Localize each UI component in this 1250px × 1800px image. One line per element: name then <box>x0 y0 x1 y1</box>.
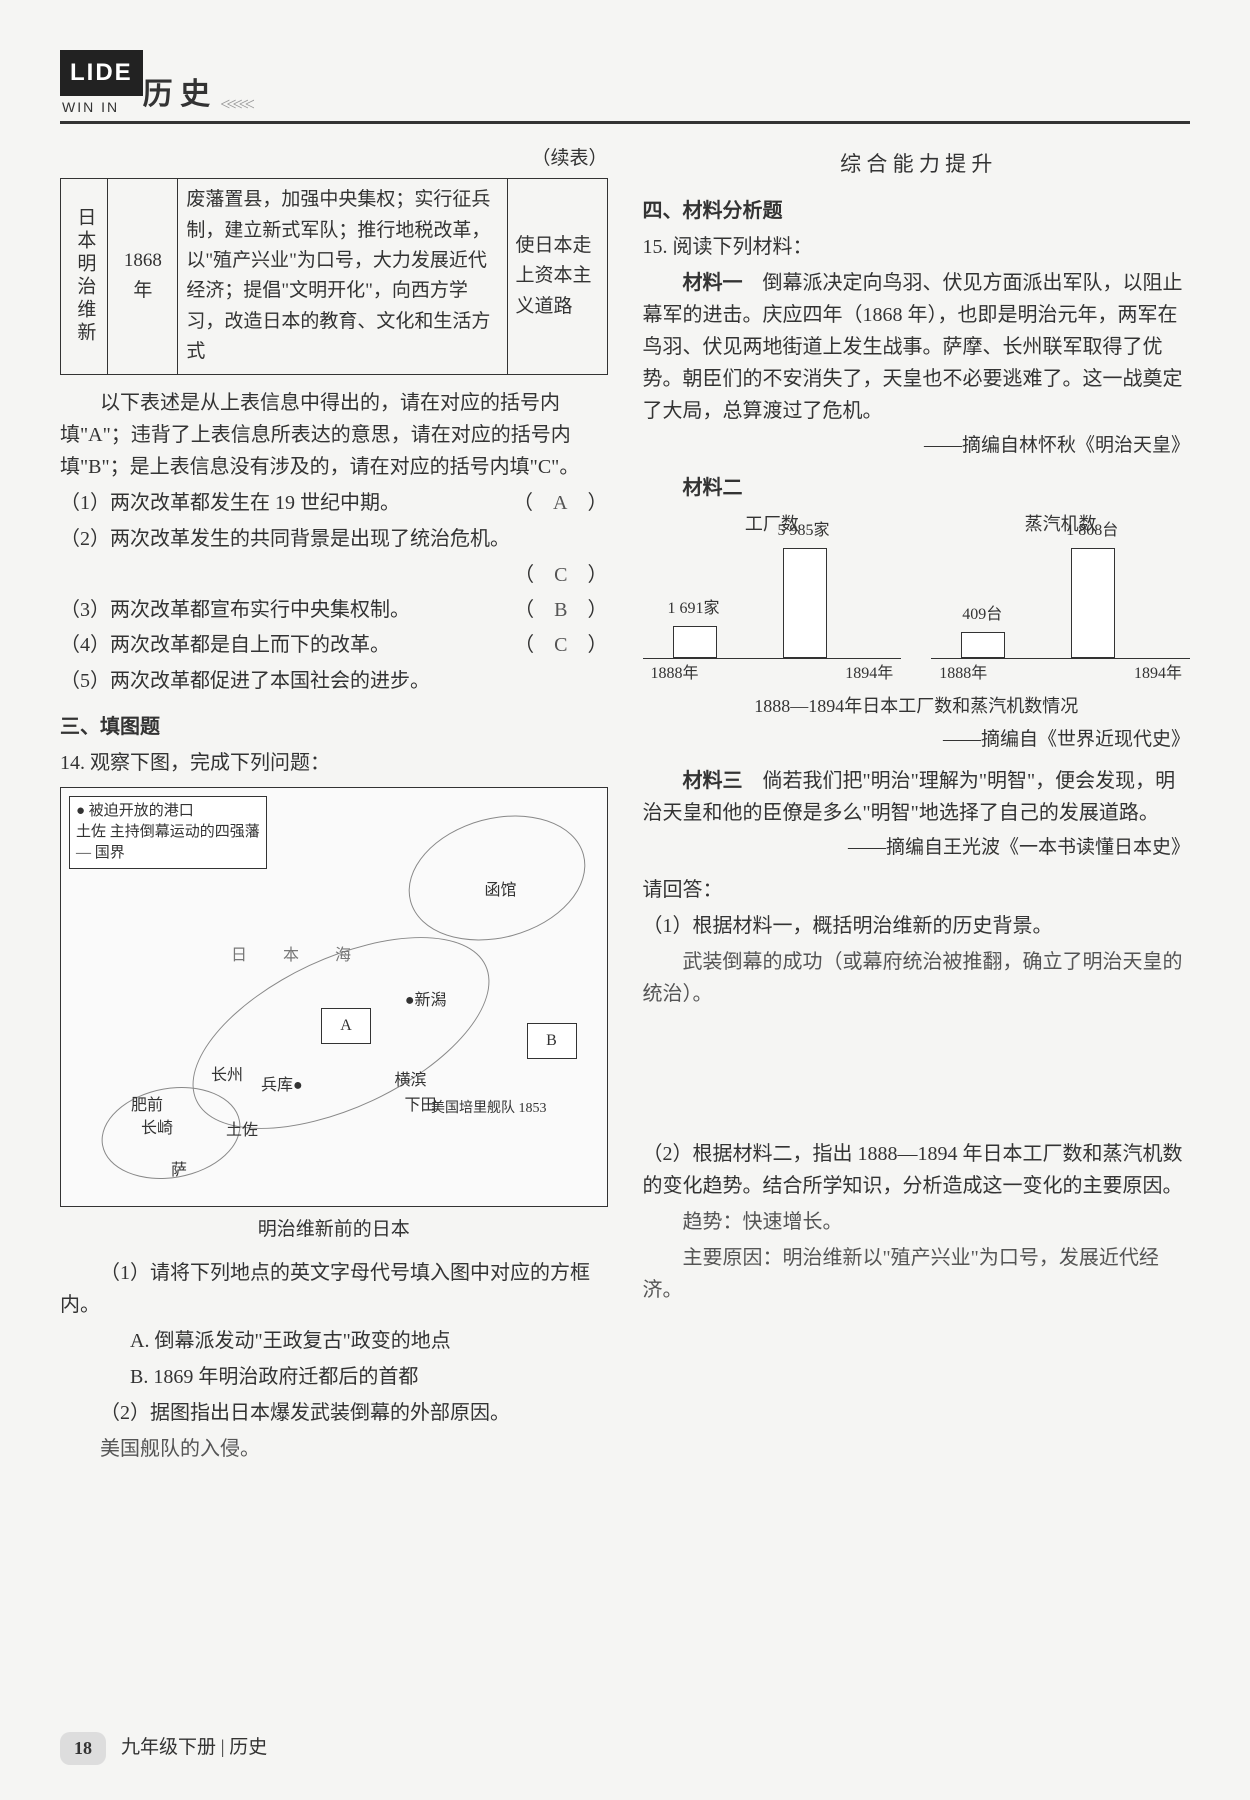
question-text: （2）据图指出日本爆发武装倒幕的外部原因。 <box>60 1397 608 1429</box>
map-city-label: 长崎 <box>141 1116 173 1142</box>
answer-text: 美国舰队的入侵。 <box>60 1433 608 1465</box>
material-para: 材料三 倘若我们把"明治"理解为"明智"，便会发现，明治天皇和他的臣僚是多么"明… <box>643 765 1191 829</box>
chart-area: 409台 1 808台 <box>931 539 1190 659</box>
map-city-label: 兵库● <box>261 1073 303 1099</box>
measures-cell: 废藩置县，加强中央集权；实行征兵制，建立新式军队；推行地税改革，以"殖产兴业"为… <box>178 179 507 374</box>
material-label: 材料三 <box>683 770 743 792</box>
map-city-label: ●新潟 <box>405 988 447 1014</box>
map-region-label: 土佐 <box>226 1118 258 1144</box>
question-text: （2）根据材料二，指出 1888—1894 年日本工厂数和蒸汽机数的变化趋势。结… <box>643 1138 1191 1202</box>
legend-item: 土佐 主持倒幕运动的四强藩 <box>76 822 260 843</box>
section-heading: 三、填图题 <box>60 711 608 743</box>
table-row: 日本明治维新 1868 年 废藩置县，加强中央集权；实行征兵制，建立新式军队；推… <box>61 179 608 374</box>
question-text: （1）两次改革都发生在 19 世纪中期。 <box>60 487 400 519</box>
question-item: （ C ） <box>60 559 608 591</box>
legend-item: ● 被迫开放的港口 <box>76 801 260 822</box>
page-number: 18 <box>60 1732 106 1765</box>
map-city-label: 函馆 <box>484 878 516 904</box>
bar-label: 1 808台 <box>1057 518 1127 544</box>
material-label: 材料一 <box>683 272 743 294</box>
question-text: （1）根据材料一，概括明治维新的历史背景。 <box>643 910 1191 942</box>
map-region-label: 肥前 <box>131 1093 163 1119</box>
source-text: ——摘编自林怀秋《明治天皇》 <box>643 431 1191 461</box>
japan-map: ● 被迫开放的港口 土佐 主持倒幕运动的四强藩 — 国界 函馆 日 本 海 ●新… <box>60 787 608 1207</box>
answer-text: 主要原因：明治维新以"殖产兴业"为口号，发展近代经济。 <box>643 1242 1191 1306</box>
answer-paren: （ C ） <box>514 629 607 661</box>
effect-cell: 使日本走上资本主义道路 <box>507 179 607 374</box>
row-label: 日本明治维新 <box>69 207 99 345</box>
answer-paren: （ B ） <box>514 594 607 626</box>
steam-chart: 蒸汽机数 409台 1 808台 1888年 1894年 <box>931 510 1190 686</box>
x-tick: 1894年 <box>845 661 893 687</box>
row-label-cell: 日本明治维新 <box>61 179 108 374</box>
question-text: 14. 观察下图，完成下列问题： <box>60 747 608 779</box>
answer-paren: （ A ） <box>513 487 607 519</box>
question-text: （5）两次改革都促进了本国社会的进步。 <box>60 665 608 697</box>
material-text: 倒幕派决定向鸟羽、伏见方面派出军队，以阻止幕军的进击。庆应四年（1868 年），… <box>643 272 1183 422</box>
factories-chart: 工厂数 1 691家 5 985家 1888年 1894年 <box>643 510 902 686</box>
bar <box>1071 548 1115 658</box>
bar <box>961 632 1005 658</box>
question-text: （3）两次改革都宣布实行中央集权制。 <box>60 594 410 626</box>
ask-label: 请回答： <box>643 874 1191 906</box>
bar-charts: 工厂数 1 691家 5 985家 1888年 1894年 蒸汽机数 409台 <box>643 510 1191 686</box>
legend-item: — 国界 <box>76 843 260 864</box>
logo: LIDE <box>60 50 143 96</box>
bar <box>783 548 827 658</box>
material-label: 材料二 <box>643 472 1191 504</box>
section-banner: 综 合 能 力 提 升 <box>643 148 1191 182</box>
map-sea-label: 日 本 海 <box>231 943 361 969</box>
question-text: （2）两次改革发生的共同背景是出现了统治危机。 <box>60 523 608 555</box>
source-text: ——摘编自《世界近现代史》 <box>643 725 1191 755</box>
map-blank-a: A <box>321 1008 371 1044</box>
option-text: A. 倒幕派发动"王政复古"政变的地点 <box>60 1325 608 1357</box>
continued-label: （续表） <box>60 144 608 174</box>
map-city-label: 横滨 <box>394 1068 426 1094</box>
bar <box>673 626 717 658</box>
option-text: B. 1869 年明治政府迁都后的首都 <box>60 1361 608 1393</box>
bar-label: 409台 <box>947 602 1017 628</box>
question-item: （4）两次改革都是自上而下的改革。 （ C ） <box>60 629 608 661</box>
x-tick: 1888年 <box>651 661 699 687</box>
map-region-label: 长州 <box>211 1063 243 1089</box>
page-header: LIDE WIN IN 历 史 <<<<< <box>60 50 1190 124</box>
question-item: （3）两次改革都宣布实行中央集权制。 （ B ） <box>60 594 608 626</box>
chart-x-axis: 1888年 1894年 <box>643 659 902 687</box>
left-column: （续表） 日本明治维新 1868 年 废藩置县，加强中央集权；实行征兵制，建立新… <box>60 144 608 1469</box>
x-tick: 1894年 <box>1134 661 1182 687</box>
question-text: 15. 阅读下列材料： <box>643 231 1191 263</box>
map-legend: ● 被迫开放的港口 土佐 主持倒幕运动的四强藩 — 国界 <box>69 796 267 869</box>
question-text: （4）两次改革都是自上而下的改革。 <box>60 629 390 661</box>
two-column-layout: （续表） 日本明治维新 1868 年 废藩置县，加强中央集权；实行征兵制，建立新… <box>60 144 1190 1469</box>
x-tick: 1888年 <box>939 661 987 687</box>
chart-x-axis: 1888年 1894年 <box>931 659 1190 687</box>
answer-paren: （ C ） <box>514 559 607 591</box>
bar-label: 5 985家 <box>769 518 839 544</box>
material-para: 材料一 倒幕派决定向鸟羽、伏见方面派出军队，以阻止幕军的进击。庆应四年（1868… <box>643 267 1191 427</box>
bar-label: 1 691家 <box>659 596 729 622</box>
right-column: 综 合 能 力 提 升 四、材料分析题 15. 阅读下列材料： 材料一 倒幕派决… <box>643 144 1191 1469</box>
year-cell: 1868 年 <box>108 179 178 374</box>
question-text: （1）请将下列地点的英文字母代号填入图中对应的方框内。 <box>60 1257 608 1321</box>
map-blank-b: B <box>527 1023 577 1059</box>
chart-area: 1 691家 5 985家 <box>643 539 902 659</box>
map-region-label: 萨 <box>171 1158 187 1184</box>
logo-box: LIDE WIN IN <box>60 50 143 119</box>
section-heading: 四、材料分析题 <box>643 195 1191 227</box>
reform-table: 日本明治维新 1868 年 废藩置县，加强中央集权；实行征兵制，建立新式军队；推… <box>60 178 608 374</box>
footer-text: 九年级下册 | 历史 <box>121 1733 267 1763</box>
instruction-text: 以下表述是从上表信息中得出的，请在对应的括号内填"A"；违背了上表信息所表达的意… <box>60 387 608 483</box>
logo-sub: WIN IN <box>62 96 128 118</box>
answer-text: 趋势：快速增长。 <box>643 1206 1191 1238</box>
chart-caption: 1888—1894年日本工厂数和蒸汽机数情况 <box>643 692 1191 721</box>
answer-text: 武装倒幕的成功（或幕府统治被推翻，确立了明治天皇的统治）。 <box>643 946 1191 1010</box>
page-footer: 18 九年级下册 | 历史 <box>60 1732 267 1765</box>
map-caption: 明治维新前的日本 <box>60 1215 608 1245</box>
map-fleet-label: 美国培里舰队 1853 <box>431 1098 547 1120</box>
question-item: （1）两次改革都发生在 19 世纪中期。 （ A ） <box>60 487 608 519</box>
chevron-icon: <<<<< <box>220 90 251 119</box>
spacer <box>643 1014 1191 1134</box>
subject-title: 历 史 <box>143 71 211 119</box>
source-text: ——摘编自王光波《一本书读懂日本史》 <box>643 833 1191 863</box>
